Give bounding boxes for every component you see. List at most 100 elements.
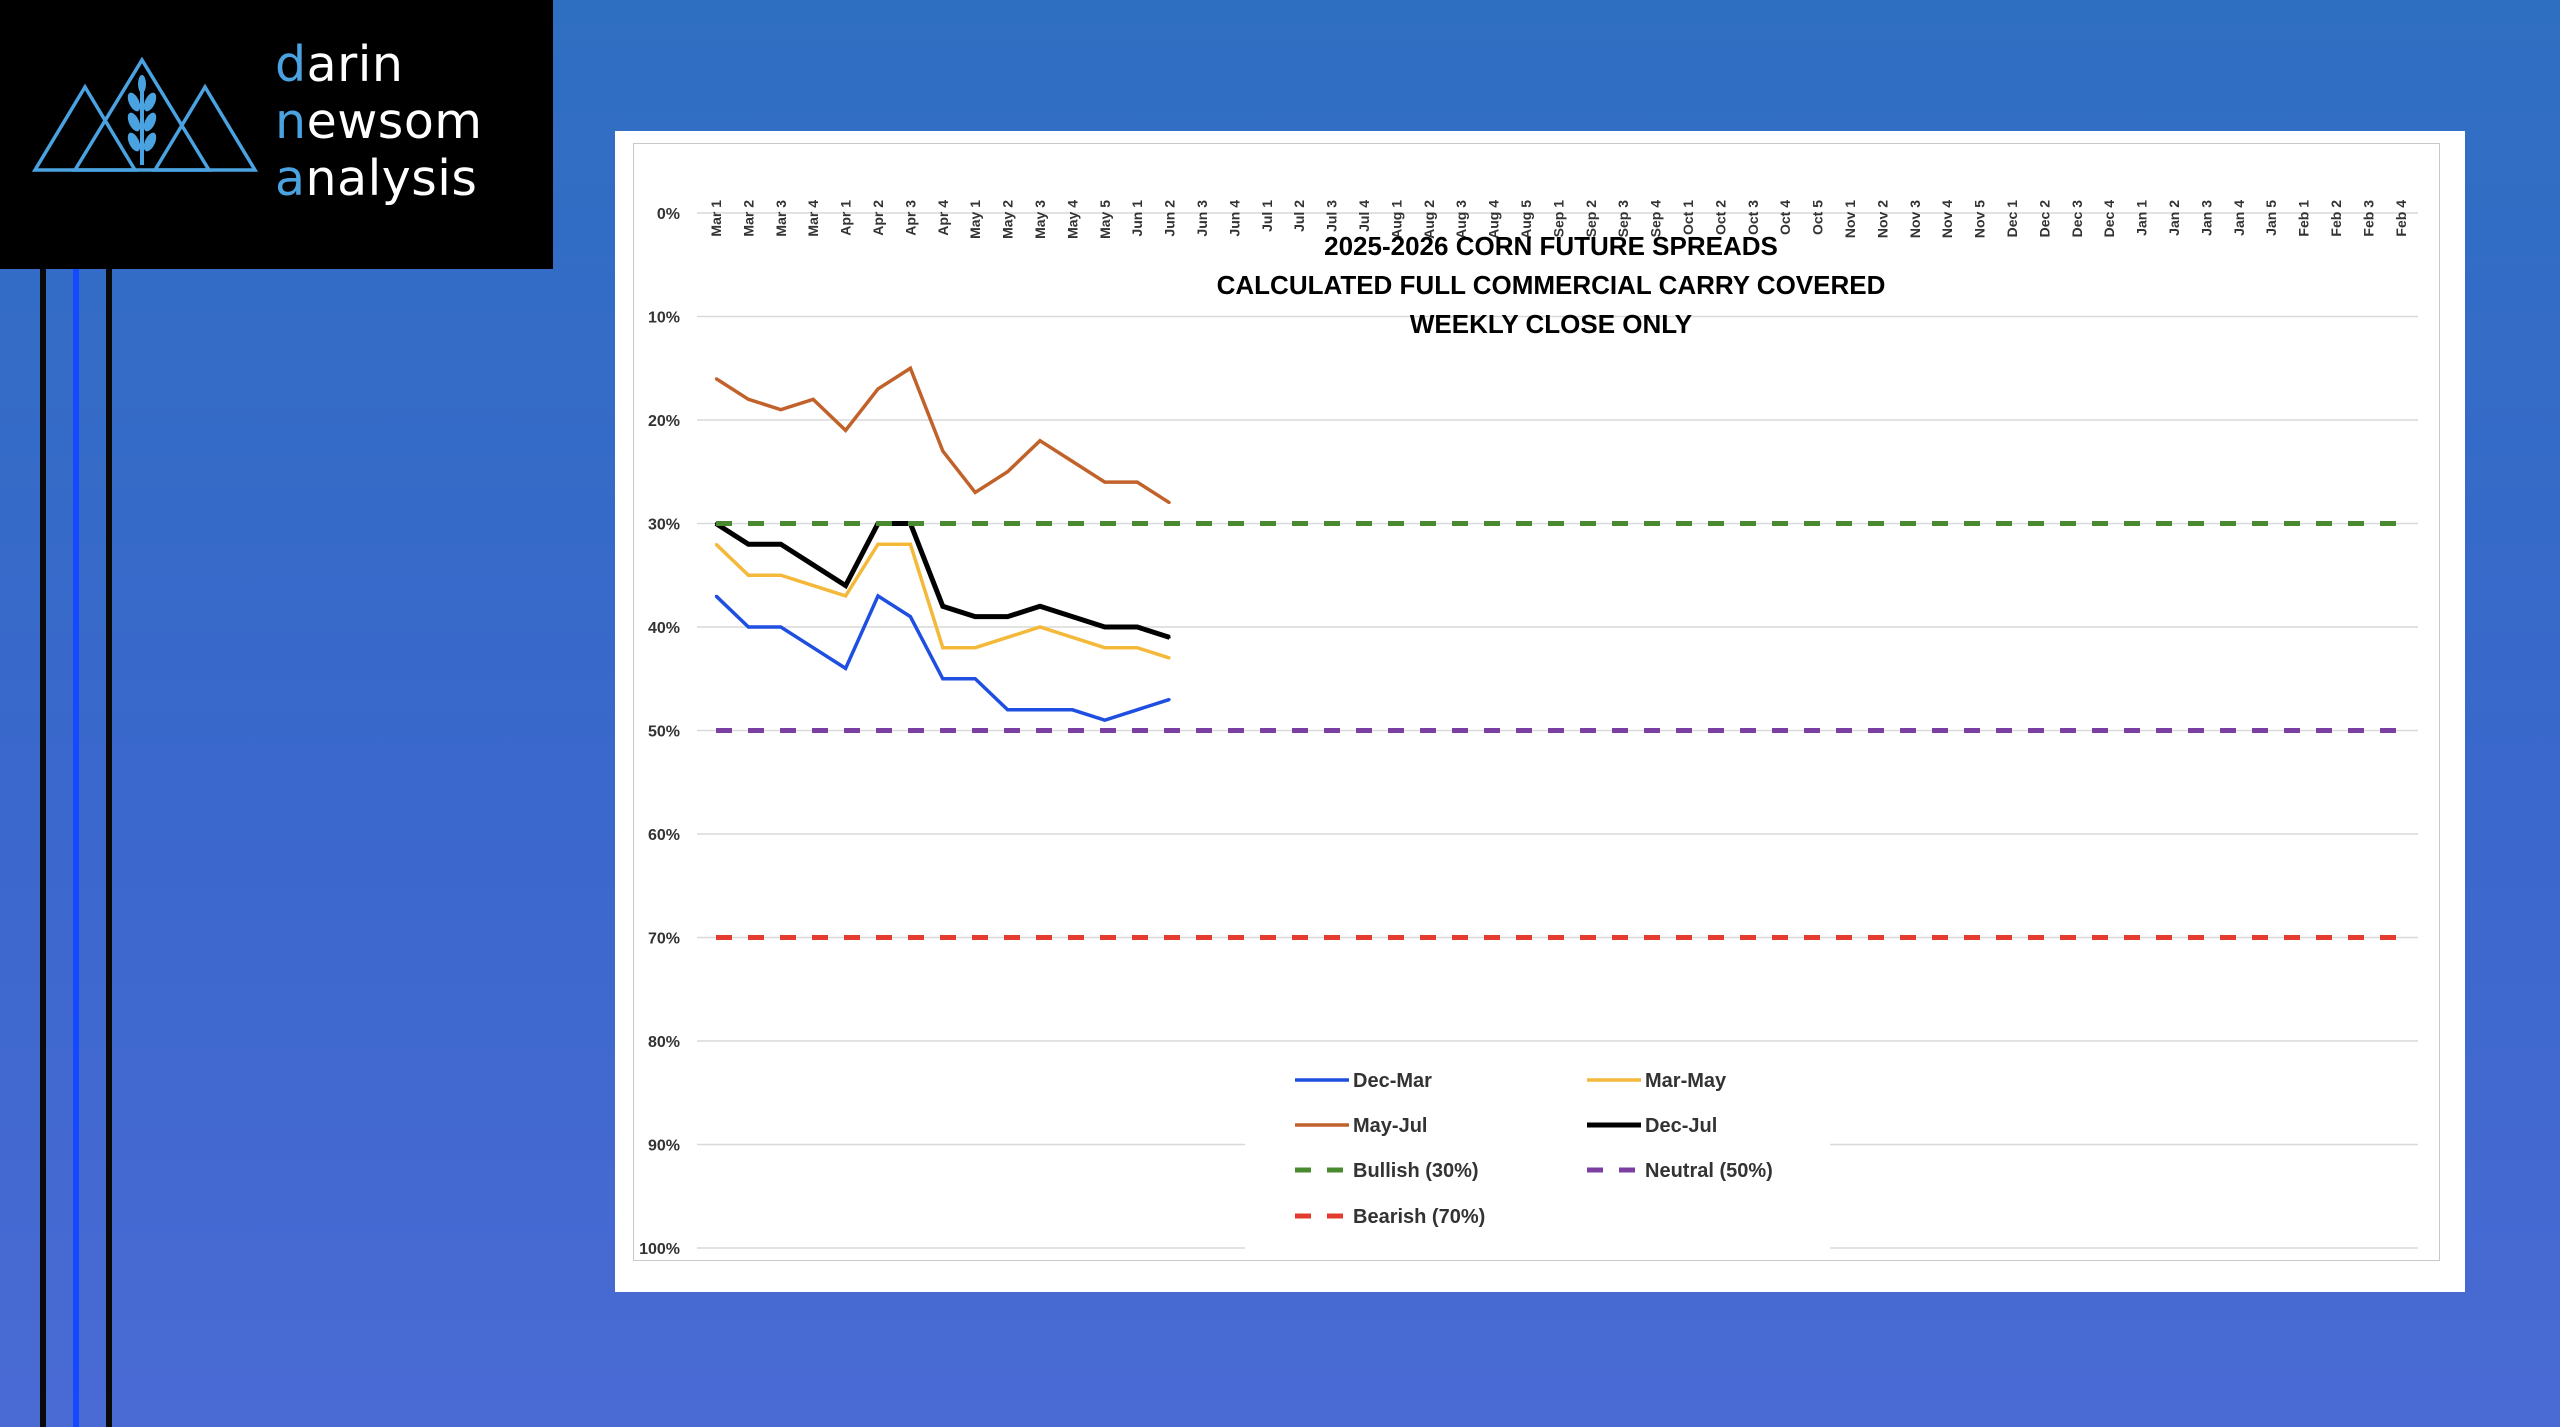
data-point-may-jul [812,398,815,401]
data-point-may-jul [779,408,782,411]
legend-label: Bullish (30%) [1353,1160,1479,1182]
data-point-dec-jul [941,605,944,608]
data-point-may-jul [876,387,880,391]
chart-title-line: WEEKLY CLOSE ONLY [1410,309,1692,339]
x-tick-label: Jun 1 [1129,200,1145,237]
x-tick-label: Mar 4 [805,200,821,237]
legend-label: Neutral (50%) [1645,1160,1773,1182]
x-tick-label: Jul 4 [1356,200,1372,232]
data-point-dec-mar [909,615,912,618]
data-point-dec-mar [1168,698,1171,701]
x-tick-label: Jun 3 [1194,200,1210,237]
x-tick-label: Dec 1 [2004,200,2020,238]
x-tick-label: Aug 4 [1486,200,1502,239]
x-tick-label: Feb 4 [2393,200,2409,237]
logo-block: darin newsom analysis [0,0,553,269]
series-line-dec-jul [714,521,1171,640]
data-point-dec-jul [1071,615,1074,618]
chart-title-line: 2025-2026 CORN FUTURE SPREADS [1324,231,1778,261]
x-tick-label: Jan 2 [2166,200,2182,236]
brand-line-2: newsom [275,93,483,150]
x-tick-label: Sep 2 [1583,200,1599,238]
data-point-may-jul [1136,480,1139,484]
x-tick-label: Feb 1 [2296,200,2312,237]
x-tick-label: Oct 3 [1745,200,1761,235]
x-tick-label: Apr 2 [870,200,886,236]
y-tick-label: 80% [648,1034,680,1051]
x-tick-label: Jan 3 [2198,200,2214,236]
legend-label: Bearish (70%) [1353,1206,1485,1228]
data-point-dec-mar [812,646,815,649]
x-tick-label: Mar 3 [773,200,789,237]
x-tick-label: May 2 [1000,200,1016,239]
x-tick-label: Apr 1 [838,200,854,236]
x-tick-label: Jan 5 [2263,200,2279,236]
y-tick-label: 20% [648,413,680,430]
x-tick-label: Apr 3 [902,200,918,236]
data-point-may-jul [747,398,750,401]
data-point-may-jul [941,449,944,453]
data-point-mar-may [714,543,718,546]
data-point-may-jul [909,367,912,370]
chart-title: 2025-2026 CORN FUTURE SPREADS CALCULATED … [1217,231,1886,339]
x-tick-label: Mar 2 [740,200,756,237]
data-point-mar-may [1038,625,1042,629]
series-line-may-jul [715,365,1171,505]
x-tick-label: Sep 1 [1550,200,1566,238]
x-tick-label: Aug 3 [1453,200,1469,239]
data-point-dec-mar [974,677,977,680]
data-point-may-jul [1006,470,1009,473]
y-tick-label: 100% [639,1241,680,1258]
data-point-dec-mar [1038,708,1042,711]
x-tick-label: Sep 3 [1615,200,1631,238]
x-tick-label: May 1 [967,200,983,239]
x-tick-label: Oct 4 [1777,200,1793,235]
x-tick-label: Nov 2 [1874,200,1890,238]
y-tick-label: 60% [648,827,680,844]
decor-line-right [106,269,112,1427]
decor-line-middle [73,269,79,1427]
y-tick-label: 50% [648,724,680,741]
data-point-may-jul [844,429,847,432]
x-tick-label: Jan 1 [2134,200,2150,236]
data-point-mar-may [909,543,912,546]
x-tick-label: Sep 4 [1648,200,1664,238]
x-axis-ticks: Mar 1 Mar 2 Mar 3 Mar 4 Apr 1 Apr 2 Apr 3 Apr 4… [708,200,2409,239]
x-tick-label: Mar 1 [708,200,724,237]
x-tick-label: May 4 [1064,200,1080,239]
x-tick-label: Feb 3 [2360,200,2376,237]
data-point-mar-may [974,646,977,649]
data-point-mar-may [1103,646,1107,649]
data-point-dec-mar [1071,708,1074,711]
brand-line-1: darin [275,36,404,93]
x-tick-label: Oct 2 [1712,200,1728,235]
data-point-mar-may [779,574,782,577]
brand-wordmark: darin newsom analysis [275,36,483,207]
data-point-may-jul [974,491,977,494]
data-point-mar-may [747,574,750,577]
x-tick-label: Jan 4 [2231,200,2247,236]
data-point-mar-may [1006,636,1009,639]
data-point-dec-mar [747,625,750,629]
x-tick-label: Nov 3 [1907,200,1923,238]
x-tick-label: Nov 4 [1939,200,1955,238]
legend-label: Mar-May [1645,1070,1727,1092]
y-tick-label: 90% [648,1138,680,1155]
y-tick-label: 40% [648,620,680,637]
data-point-dec-jul [1103,625,1107,629]
data-point-mar-may [1168,656,1171,660]
x-tick-label: Aug 1 [1388,200,1404,239]
x-tick-label: Aug 2 [1421,200,1437,239]
data-point-dec-jul [779,543,782,546]
x-tick-label: Oct 1 [1680,200,1696,235]
data-point-dec-mar [844,667,847,670]
y-axis-ticks: 0% 10% 20% 30% 40% 50% 60% 70% 80% 90% 100% [639,206,680,1258]
x-tick-label: Apr 4 [935,200,951,236]
x-tick-label: Dec 3 [2069,200,2085,238]
legend-label: May-Jul [1353,1115,1427,1137]
x-tick-label: May 3 [1032,200,1048,239]
x-tick-label: Nov 1 [1842,200,1858,238]
y-tick-label: 10% [648,310,680,327]
x-tick-label: Dec 4 [2101,200,2117,238]
